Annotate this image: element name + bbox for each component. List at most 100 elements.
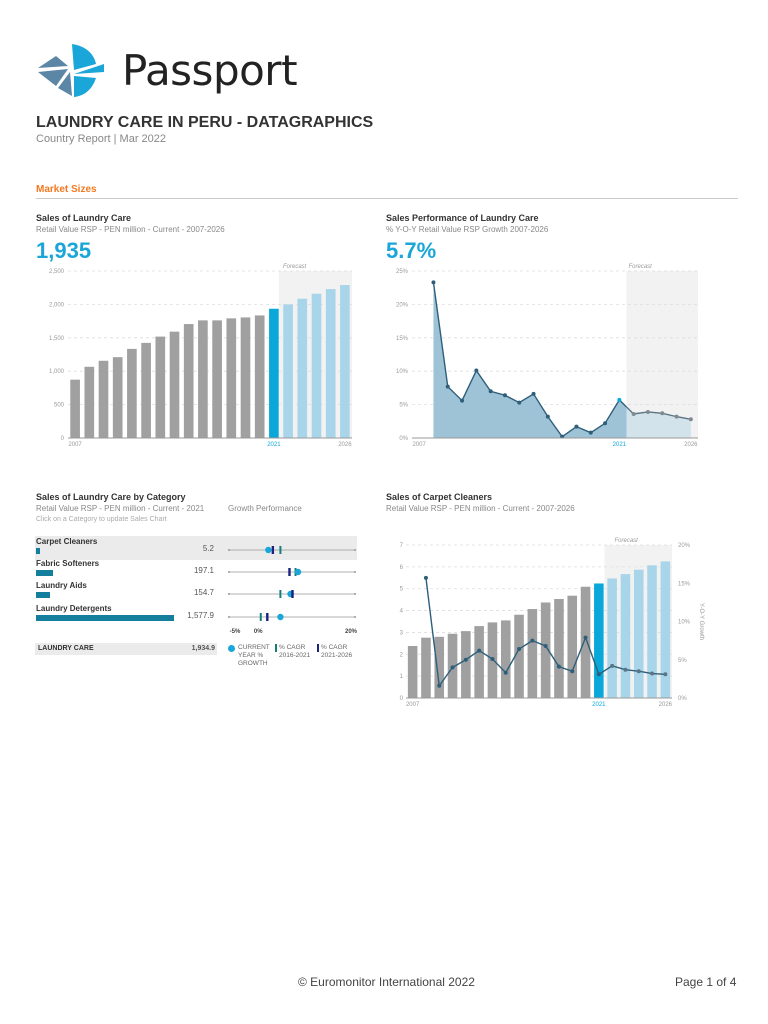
- bar-2021: [594, 583, 604, 698]
- y-tick-label: 20%: [396, 302, 409, 308]
- bar-2012: [141, 342, 151, 438]
- performance-headline-value: 5.7%: [386, 238, 437, 263]
- axis-end-dot: [354, 571, 356, 573]
- y-tick-label: 2,500: [49, 269, 65, 275]
- forecast-label: Forecast: [615, 538, 639, 544]
- bar-2017: [212, 320, 222, 438]
- axis-end-dot: [354, 616, 356, 618]
- point-2016: [545, 414, 550, 419]
- bar-2015: [514, 614, 524, 698]
- y-tick-label: 5%: [399, 403, 408, 409]
- bar-2024: [311, 293, 322, 438]
- total-label: LAUNDRY CARE: [38, 645, 94, 652]
- carpet-chart-title: Sales of Carpet Cleaners: [386, 492, 493, 502]
- growth-point-2013: [490, 656, 495, 661]
- point-2013: [502, 393, 507, 398]
- growth-point-2011: [463, 657, 468, 662]
- bar-2026: [340, 285, 350, 438]
- growth-performance-chart: -5% 0% 20%: [228, 546, 358, 635]
- footer-copyright: © Euromonitor International 2022: [298, 975, 475, 989]
- point-2023: [645, 409, 650, 414]
- bar-2023: [620, 574, 631, 698]
- y-tick-label: 2: [400, 652, 404, 658]
- carpet-chart-subtitle: Retail Value RSP - PEN million - Current…: [386, 504, 575, 513]
- axis-end-dot: [354, 549, 356, 551]
- category-bar: [36, 592, 50, 598]
- growth-point-2018: [556, 664, 561, 669]
- growth-performance-header: Growth Performance: [228, 504, 302, 513]
- y-tick-label: 25%: [396, 269, 409, 275]
- brand-name: Passport: [122, 46, 298, 95]
- bar-2022: [607, 578, 617, 698]
- y-tick-label: 15%: [396, 336, 409, 342]
- y2-axis-label: Y-O-Y Growth: [698, 603, 704, 640]
- section-heading: Market Sizes: [36, 184, 97, 195]
- growth-point-2015: [517, 647, 522, 652]
- point-2020: [603, 421, 608, 426]
- axis-end-dot: [228, 571, 230, 573]
- bar-2015: [183, 324, 194, 438]
- performance-chart-title: Sales Performance of Laundry Care: [386, 213, 539, 223]
- legend-cagr-2021-2026-label: % CAGR 2021-2026: [321, 644, 353, 659]
- category-title: Sales of Laundry Care by Category: [36, 492, 186, 502]
- point-2012: [488, 389, 493, 394]
- y-tick-label: 7: [400, 543, 404, 549]
- x-tick-label: 2021: [613, 442, 627, 448]
- category-bar: [36, 615, 174, 621]
- category-row-carpet-cleaners[interactable]: Carpet Cleaners 5.2: [35, 536, 357, 560]
- bar-2024: [633, 569, 644, 698]
- sales-bar-chart: Forecast 0 500 1,000 1,500 2,000 2,500 2007 2021…: [49, 264, 352, 448]
- bar-2021: [269, 308, 279, 438]
- axis-end-dot: [228, 593, 230, 595]
- category-value: 5.2: [202, 544, 214, 553]
- legend-current-growth-icon: [228, 645, 235, 652]
- report-title: LAUNDRY CARE IN PERU - DATAGRAPHICS: [36, 114, 374, 131]
- x-tick-label: 2007: [412, 442, 426, 448]
- point-2008: [431, 280, 436, 285]
- axis-end-dot: [228, 549, 230, 551]
- category-row-fabric-softeners[interactable]: Fabric Softeners 197.1: [35, 558, 357, 582]
- y-tick-label: 2,000: [49, 302, 65, 308]
- growth-point-2022: [610, 663, 615, 668]
- category-row-laundry-aids[interactable]: Laundry Aids 154.7: [35, 580, 357, 604]
- bar-2008: [421, 637, 431, 698]
- y-tick-label: 1,500: [49, 336, 65, 342]
- x-tick-label: 2021: [267, 442, 281, 448]
- bar-2014: [500, 620, 511, 698]
- section-divider: [36, 198, 738, 199]
- x-tick-label: 2026: [684, 442, 698, 448]
- performance-chart-subtitle: % Y-O-Y Retail Value RSP Growth 2007-202…: [386, 225, 549, 234]
- x-tick-label: 2026: [659, 702, 673, 708]
- growth-axis-label: -5%: [230, 629, 241, 635]
- point-2010: [460, 398, 465, 403]
- cagr-2016-2021-marker: [279, 590, 282, 598]
- y-tick-label: 0%: [399, 436, 408, 442]
- bar-2025: [325, 289, 336, 438]
- growth-point-2012: [477, 648, 482, 653]
- y-tick-label: 4: [400, 609, 404, 615]
- x-tick-label: 2007: [68, 442, 82, 448]
- growth-axis-label: 0%: [254, 629, 263, 635]
- cagr-2021-2026-marker: [291, 590, 294, 598]
- bar-2019: [240, 317, 251, 438]
- axis-end-dot: [354, 593, 356, 595]
- category-row-laundry-detergents[interactable]: Laundry Detergents 1,577.9: [35, 603, 357, 627]
- current-growth-dot: [265, 546, 272, 554]
- growth-point-2014: [503, 670, 508, 675]
- sales-chart-subtitle: Retail Value RSP - PEN million - Current…: [36, 225, 225, 234]
- cagr-2016-2021-marker: [279, 546, 282, 554]
- point-2014: [517, 400, 522, 405]
- bar-2014: [169, 331, 180, 438]
- x-tick-label: 2021: [592, 702, 606, 708]
- bar-2016: [527, 609, 538, 698]
- bar-2018: [226, 318, 237, 438]
- category-name: Laundry Aids: [36, 581, 87, 590]
- y-tick-label: 6: [400, 565, 404, 571]
- cagr-2021-2026-marker: [266, 613, 269, 621]
- bar-2013: [155, 336, 166, 438]
- area-forecast: [626, 406, 691, 438]
- axis-end-dot: [228, 616, 230, 618]
- growth-axis-label: 20%: [345, 629, 358, 635]
- bar-2022: [283, 304, 293, 438]
- category-hint: Click on a Category to update Sales Char…: [36, 516, 167, 523]
